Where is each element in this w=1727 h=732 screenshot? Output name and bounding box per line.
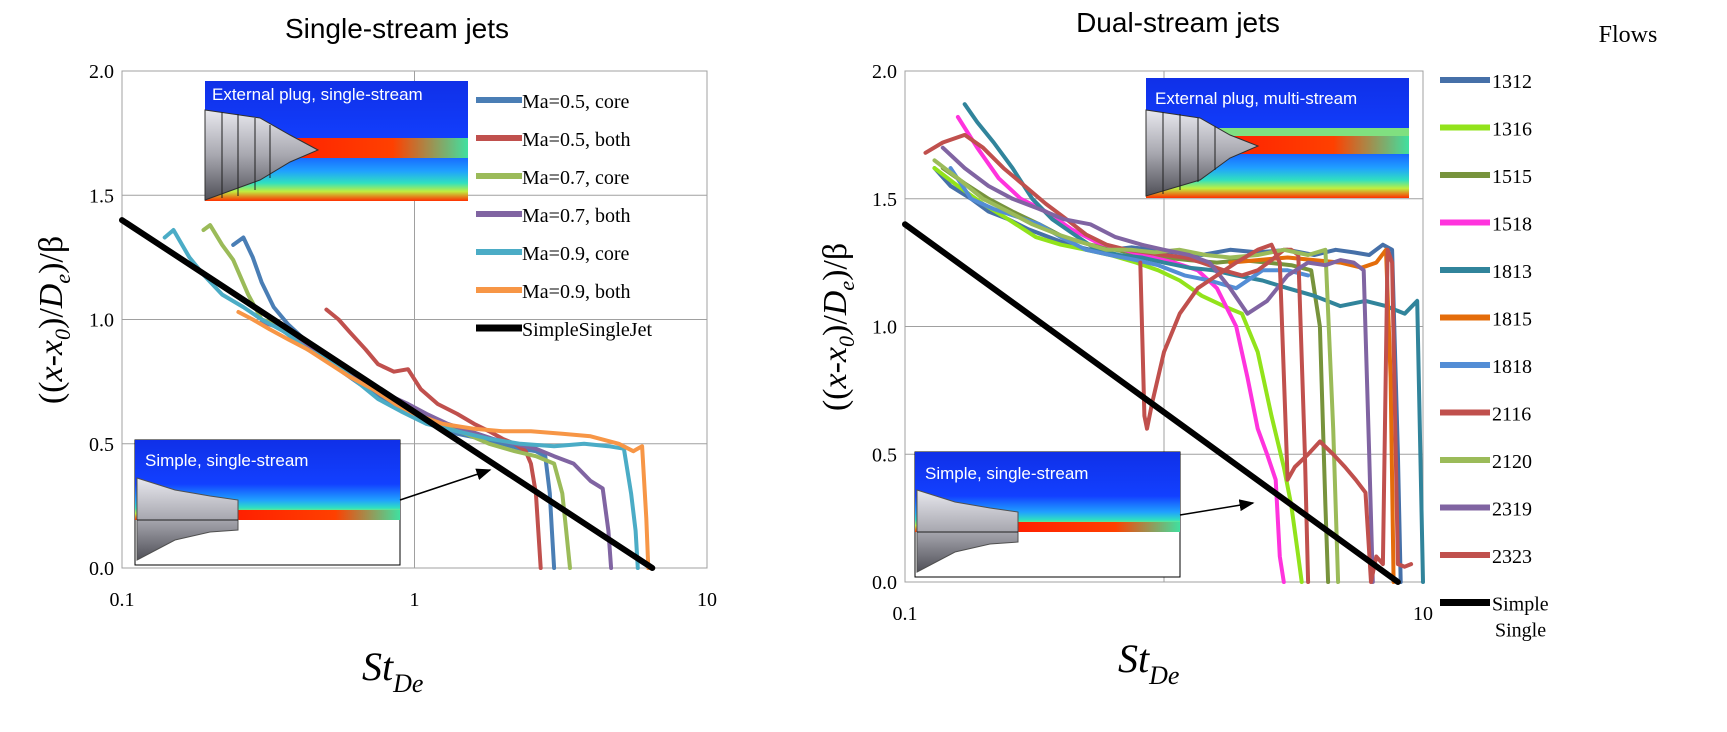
y-tick-label: 1.5	[89, 185, 114, 207]
y-tick-label: 0.0	[872, 572, 897, 594]
inset-simple: Simple, single-stream	[134, 439, 401, 566]
legend-label: Ma=0.5, core	[522, 91, 629, 113]
legend-label: 1818	[1492, 356, 1532, 378]
series-line-simple-single	[902, 221, 1401, 585]
single-stream-chart: Single-stream jets 0.0 0.5 1.0 1.5 2.0 0.1 1 1…	[33, 13, 717, 698]
inset-arrow	[399, 468, 492, 501]
series-line-1316	[932, 166, 1304, 584]
legend-label: 1515	[1492, 166, 1532, 188]
x-axis-label: StDe	[362, 644, 423, 698]
series-line-2120	[932, 158, 1341, 584]
data-series	[902, 102, 1425, 585]
legend-label: Ma=0.9, core	[522, 243, 629, 265]
y-axis-label: ((x-x0)/De)/β	[33, 236, 75, 404]
y-tick-label: 1.5	[872, 189, 897, 211]
legend-label: Ma=0.7, both	[522, 205, 631, 227]
data-series	[119, 217, 656, 571]
legend-label: 2319	[1492, 499, 1532, 521]
legend-label: 1815	[1492, 309, 1532, 331]
series-line-ma-0-9-core	[162, 228, 640, 570]
legend-label: Ma=0.7, core	[522, 167, 629, 189]
chart-title: Dual-stream jets	[1076, 7, 1280, 38]
series-line-2319	[940, 145, 1375, 584]
x-tick-label: 0.1	[893, 603, 918, 625]
legend-label: 1316	[1492, 119, 1532, 141]
inset-external-plug: External plug, single-stream	[204, 81, 468, 201]
x-tick-label: 1	[410, 589, 420, 611]
inset-arrow	[1179, 499, 1255, 516]
y-tick-label: 0.5	[89, 434, 114, 456]
x-axis-label: StDe	[1118, 636, 1179, 690]
legend: 1312 1316 1515 1518 1813 1815 1818 2116 2120 2319…	[1440, 71, 1549, 642]
x-tick-label: 10	[1413, 603, 1433, 625]
legend: Ma=0.5, core Ma=0.5, both Ma=0.7, core Ma=0…	[476, 91, 652, 341]
legend-label: 2120	[1492, 451, 1532, 473]
series-line-2323	[1138, 242, 1414, 584]
legend-label: 2116	[1492, 404, 1531, 426]
x-tick-labels: 0.1 1 10	[110, 589, 718, 611]
legend-title: Flows	[1599, 22, 1658, 48]
series-line-ma-0-5-both	[324, 307, 543, 570]
legend-label: Ma=0.5, both	[522, 129, 631, 151]
chart-title: Single-stream jets	[285, 13, 509, 44]
dual-stream-chart: Dual-stream jets 0.0 0.5 1.0 1.5 2.0 0.1 10 (…	[817, 7, 1657, 690]
legend-label: Simple Single	[1492, 594, 1549, 642]
series-line-ma-0-9-both	[236, 310, 651, 570]
inset-label: Simple, single-stream	[925, 464, 1088, 483]
legend-label: 2323	[1492, 546, 1532, 568]
legend-label: 1518	[1492, 214, 1532, 236]
legend-label: 1312	[1492, 71, 1532, 93]
y-tick-label: 0.5	[872, 444, 897, 466]
y-tick-label: 0.0	[89, 558, 114, 580]
legend-label: SimpleSingleJet	[522, 319, 652, 341]
x-tick-label: 10	[697, 589, 717, 611]
inset-label: External plug, multi-stream	[1155, 89, 1357, 108]
y-tick-label: 1.0	[89, 310, 114, 332]
y-tick-label: 2.0	[89, 61, 114, 83]
series-line-simplesinglejet	[119, 217, 656, 571]
inset-external-plug-multi: External plug, multi-stream	[1145, 78, 1409, 198]
series-line-1518	[955, 115, 1286, 584]
y-axis-label: ((x-x0)/De)/β	[817, 243, 859, 411]
y-tick-labels: 0.0 0.5 1.0 1.5 2.0	[89, 61, 114, 580]
x-tick-label: 0.1	[110, 589, 135, 611]
legend-label: Ma=0.9, both	[522, 281, 631, 303]
y-tick-label: 1.0	[872, 317, 897, 339]
legend-label: 1813	[1492, 261, 1532, 283]
y-tick-labels: 0.0 0.5 1.0 1.5 2.0	[872, 61, 897, 594]
series-line-1515	[940, 166, 1331, 584]
inset-label: External plug, single-stream	[212, 85, 423, 104]
inset-label: Simple, single-stream	[145, 451, 308, 470]
x-tick-labels: 0.1 10	[893, 603, 1434, 625]
series-line-1818	[948, 166, 1311, 291]
y-tick-label: 2.0	[872, 61, 897, 83]
inset-simple: Simple, single-stream	[914, 451, 1181, 578]
